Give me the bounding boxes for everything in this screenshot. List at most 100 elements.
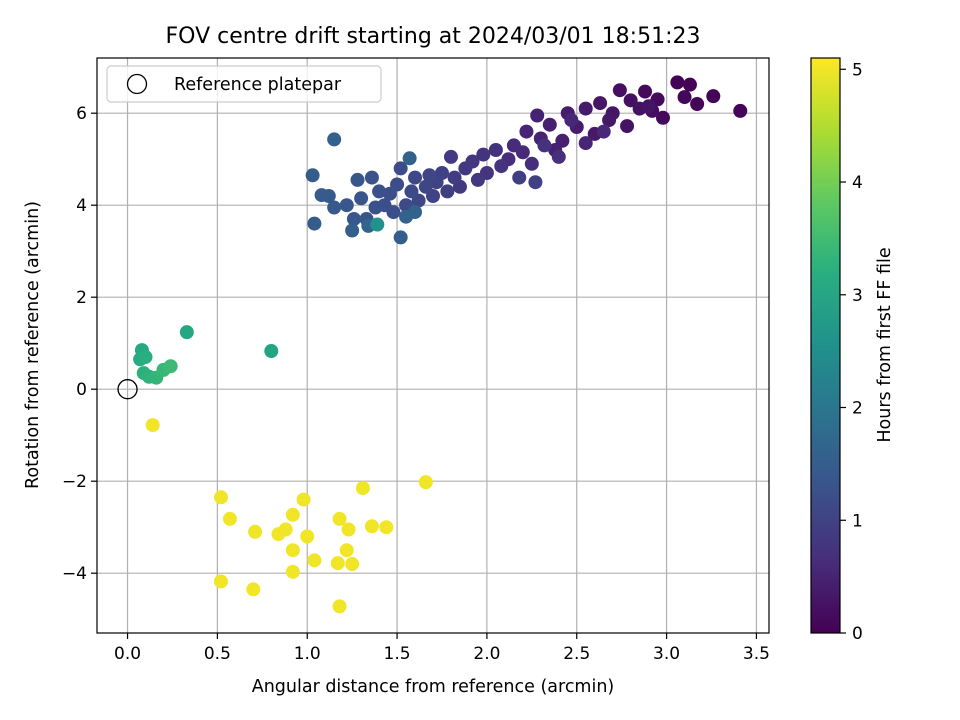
y-axis: −4 −2 0 2 4 6 [62,104,97,584]
x-tick-label: 3.5 [743,644,770,664]
y-tick-label: 0 [76,380,87,400]
data-point [578,136,593,151]
data-point [638,84,653,99]
data-point [706,89,721,104]
data-point [542,117,557,132]
data-point [408,205,423,220]
data-point [341,522,356,537]
data-point [620,119,635,134]
data-point [382,186,397,201]
data-point [278,522,293,537]
data-point [519,124,534,139]
data-point [332,511,347,526]
data-point [372,184,387,199]
x-tick-label: 1.5 [384,644,411,664]
colorbar-tick-label: 3 [852,286,863,306]
grid [97,58,769,633]
data-point [364,519,379,534]
x-tick-label: 1.0 [294,644,321,664]
data-point [528,175,543,190]
data-point [447,170,462,185]
data-point [222,511,237,526]
data-point [602,113,617,128]
data-point [355,481,370,496]
data-point [596,124,611,139]
data-point [327,200,342,215]
data-point [285,564,300,579]
data-point [307,216,322,231]
data-point [402,151,417,166]
data-point [393,161,408,176]
data-point [476,147,491,162]
y-tick-label: 4 [76,196,87,216]
reference-marker [117,379,138,400]
y-tick-label: 6 [76,104,87,124]
data-point [682,77,697,92]
data-point [332,599,347,614]
data-point [677,90,692,105]
legend-box [106,65,382,103]
data-point [330,556,345,571]
data-point [246,582,261,597]
data-point [364,170,379,185]
data-point [354,191,369,206]
x-tick-label: 3.0 [653,644,680,664]
data-point [612,83,627,98]
data-point [655,110,670,125]
data-point [418,179,433,194]
data-point [488,143,503,157]
colorbar-tick-label: 0 [852,624,863,644]
data-point [368,200,383,215]
colorbar-tick-label: 4 [852,173,863,193]
x-tick-label: 2.0 [473,644,500,664]
data-point [379,520,394,535]
legend: Reference platepar [106,65,382,103]
data-point [494,159,509,174]
y-tick-label: −4 [62,564,87,584]
data-point [418,475,433,490]
reference-platepar-point [117,379,138,400]
data-point [163,359,178,374]
legend-marker [126,73,148,95]
colorbar-tick-label: 2 [852,399,863,419]
data-point [408,170,423,185]
data-point [350,172,365,187]
data-point [345,223,360,238]
data-point [404,184,419,199]
data-point [285,543,300,558]
colorbar: 0 1 2 3 4 5 Hours from first FF file [810,57,895,644]
x-tick-label: 2.5 [563,644,590,664]
data-point [346,212,361,226]
colorbar-tick-label: 1 [852,511,863,531]
data-point [422,168,437,183]
data-point [537,138,552,153]
y-axis-label: Rotation from reference (arcmin) [23,201,43,489]
data-point [670,75,685,90]
data-point [285,507,300,522]
y-tick-label: 2 [76,288,87,308]
data-point [264,344,279,359]
x-axis-label: Angular distance from reference (arcmin) [252,677,615,697]
data-point [339,543,354,558]
plot-frame [96,57,770,634]
colorbar-tick-label: 5 [852,60,863,80]
data-point [345,557,360,571]
x-tick-label: 0.0 [114,644,141,664]
chart-title: FOV centre drift starting at 2024/03/01 … [166,24,701,49]
data-point [314,188,329,203]
data-point [213,574,228,589]
data-point [393,230,408,245]
data-point [506,138,521,153]
data-point [623,93,638,108]
data-point [300,529,315,544]
data-point [530,108,545,123]
legend-label-reference: Reference platepar [174,75,342,95]
colorbar-ticks: 0 1 2 3 4 5 [840,60,863,644]
data-point [248,524,263,539]
y-tick-label: −2 [62,472,87,492]
colorbar-label: Hours from first FF file [875,247,895,442]
data-point [593,96,608,111]
data-point [512,170,527,185]
data-point [458,161,473,176]
